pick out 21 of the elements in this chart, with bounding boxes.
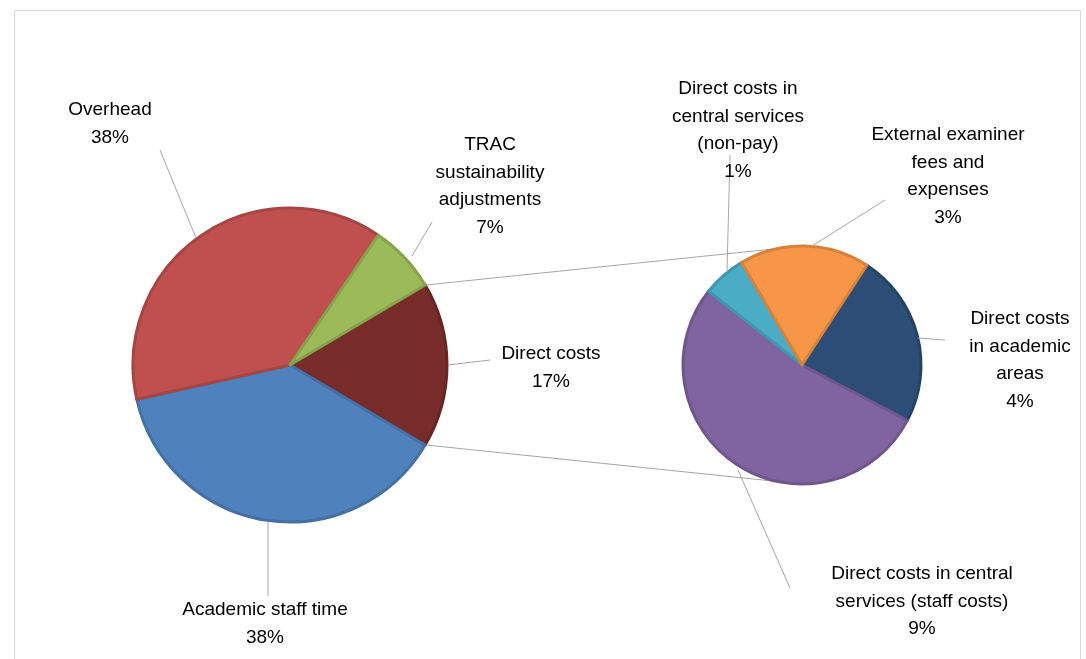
data-label: 4%: [1006, 389, 1034, 411]
slice-label: Direct costs: [501, 342, 601, 363]
data-label: 1%: [724, 159, 752, 181]
slice-label: Academic staff time: [182, 598, 348, 619]
pie-slice: [135, 363, 427, 524]
data-label: 7%: [476, 215, 504, 237]
data-label: 38%: [245, 625, 285, 647]
pie-slice: [288, 233, 427, 367]
slice-label: TRAC sustainability adjustments: [435, 133, 545, 209]
slice-label: Overhead: [68, 98, 152, 119]
pie-slice: [131, 206, 380, 401]
pie-slice: [740, 244, 869, 367]
slice-label: Direct costs in central services (non-pay): [672, 77, 804, 153]
data-label: 9%: [908, 617, 936, 638]
slice-label: External examiner fees and expenses: [871, 123, 1026, 199]
slice-label: Direct costs in academic areas: [969, 307, 1071, 383]
pie-slice: [681, 289, 909, 486]
data-label: 3%: [934, 205, 962, 227]
data-label: 38%: [90, 125, 130, 147]
slice-label: Direct costs in central services (staff costs): [831, 562, 1013, 611]
data-label: 17%: [531, 369, 571, 391]
